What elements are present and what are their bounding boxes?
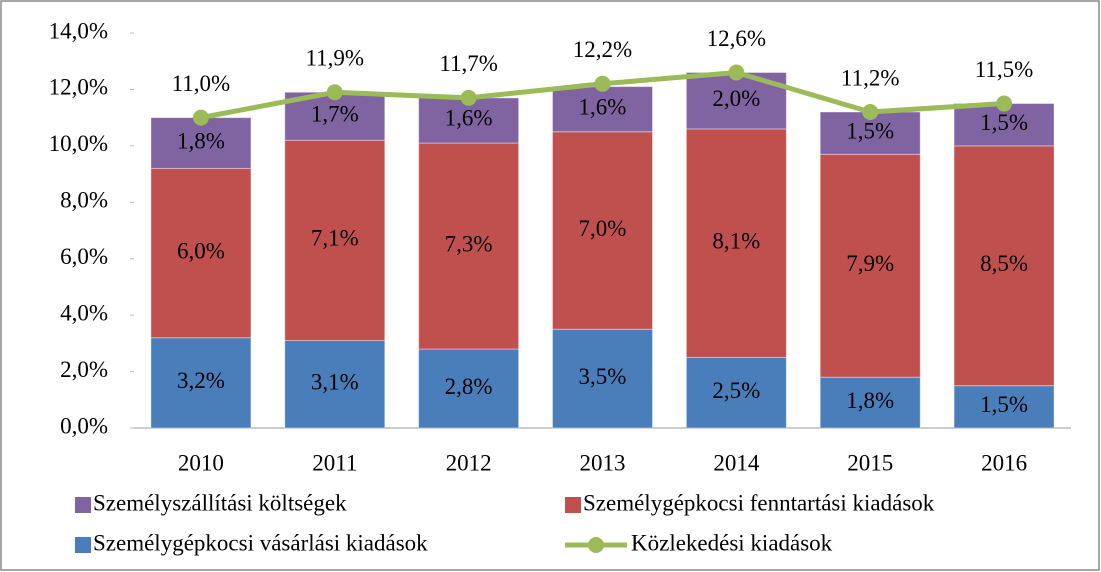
y-tick-label: 4,0% — [60, 300, 108, 325]
bar-segment — [953, 385, 1055, 429]
line-point — [728, 64, 745, 81]
data-label: 3,5% — [579, 364, 627, 389]
data-label: 11,9% — [306, 46, 365, 71]
data-label: 1,6% — [579, 94, 627, 119]
y-tick-label: 12,0% — [49, 75, 108, 100]
bar-segment — [552, 131, 653, 330]
y-tick-label: 2,0% — [60, 357, 108, 382]
data-label: 1,5% — [846, 118, 894, 143]
legend-swatch — [75, 497, 91, 513]
legend-label: Személygépkocsi vásárlási kiadások — [93, 530, 428, 555]
bar-segment — [819, 153, 921, 378]
data-label: 11,7% — [439, 51, 498, 76]
line-point — [594, 75, 611, 92]
bar-segment — [284, 340, 386, 429]
data-label: 3,2% — [177, 368, 225, 393]
data-label: 11,5% — [975, 57, 1034, 82]
data-label: 1,8% — [177, 128, 225, 153]
line-point — [192, 109, 209, 126]
bar-segment — [150, 117, 252, 169]
data-label: 7,9% — [846, 251, 894, 276]
x-tick-label: 2012 — [446, 450, 492, 475]
data-label: 1,8% — [846, 388, 894, 413]
line-point — [326, 84, 343, 101]
data-label: 2,0% — [712, 86, 760, 111]
data-label: 7,0% — [579, 216, 627, 241]
data-label: 8,5% — [980, 251, 1028, 276]
legend-swatch — [75, 537, 91, 553]
x-tick-label: 2011 — [312, 450, 357, 475]
x-tick-label: 2016 — [981, 450, 1027, 475]
data-label: 12,6% — [707, 26, 766, 51]
data-label: 6,0% — [177, 238, 225, 263]
bar-segment — [552, 328, 653, 429]
legend-swatch — [565, 497, 581, 513]
bar-segment — [284, 139, 386, 342]
data-label: 11,0% — [172, 71, 231, 96]
legend-label: Személyszállítási költségek — [93, 490, 347, 515]
data-label: 2,8% — [445, 374, 493, 399]
y-tick-label: 0,0% — [60, 413, 108, 438]
y-tick-label: 6,0% — [60, 244, 108, 269]
bar-segment — [685, 128, 787, 358]
data-label: 3,1% — [311, 370, 359, 395]
bar-segment — [418, 348, 520, 429]
line-point — [460, 89, 477, 106]
data-label: 1,5% — [980, 110, 1028, 135]
data-label: 2,5% — [712, 378, 760, 403]
legend-label: Közlekedési kiadások — [631, 530, 833, 555]
data-label: 8,1% — [712, 228, 760, 253]
data-label: 7,3% — [445, 231, 493, 256]
y-tick-label: 14,0% — [49, 18, 108, 43]
data-label: 12,2% — [573, 37, 632, 62]
data-label: 11,2% — [841, 65, 900, 90]
data-label: 1,7% — [311, 102, 359, 127]
bar-segment — [953, 145, 1055, 387]
bar-segment — [685, 356, 787, 429]
legend-label: Személygépkocsi fenntartási kiadások — [583, 490, 935, 515]
bar-segment — [150, 337, 252, 429]
x-tick-label: 2015 — [847, 450, 893, 475]
y-tick-label: 8,0% — [60, 188, 108, 213]
x-tick-label: 2013 — [580, 450, 626, 475]
data-label: 7,1% — [311, 226, 359, 251]
line-point — [996, 95, 1013, 112]
data-label: 1,6% — [445, 106, 493, 131]
bar-segment — [552, 86, 653, 133]
x-tick-label: 2014 — [713, 450, 760, 475]
bar-segment — [150, 167, 252, 339]
data-label: 1,5% — [980, 392, 1028, 417]
legend-swatch — [588, 537, 604, 553]
y-tick-label: 10,0% — [49, 131, 108, 156]
x-tick-label: 2010 — [178, 450, 224, 475]
line-point — [862, 104, 879, 120]
